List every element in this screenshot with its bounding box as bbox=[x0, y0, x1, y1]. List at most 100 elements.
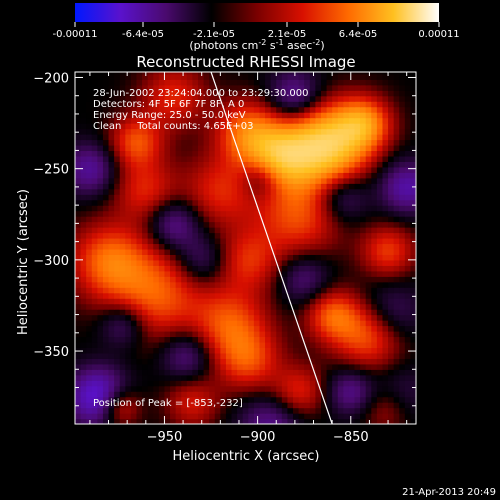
heatmap-cell bbox=[393, 84, 400, 91]
heatmap-cell bbox=[192, 358, 199, 365]
heatmap-cell bbox=[365, 95, 372, 102]
heatmap-cell bbox=[382, 221, 389, 228]
heatmap-cell bbox=[75, 380, 82, 387]
heatmap-cell bbox=[142, 177, 149, 184]
heatmap-cell bbox=[404, 172, 412, 179]
heatmap-cell bbox=[360, 205, 367, 212]
y-tick-label: −350 bbox=[33, 345, 69, 360]
heatmap-cell bbox=[298, 352, 305, 359]
heatmap-cell bbox=[80, 341, 87, 348]
heatmap-cell bbox=[125, 227, 132, 234]
heatmap-cell bbox=[237, 199, 244, 206]
heatmap-cell bbox=[399, 161, 406, 168]
heatmap-cell bbox=[371, 79, 378, 86]
heatmap-cell bbox=[265, 73, 272, 80]
heatmap-cell bbox=[332, 188, 339, 195]
heatmap-cell bbox=[376, 188, 384, 195]
heatmap-cell bbox=[320, 259, 328, 266]
heatmap-cell bbox=[97, 128, 104, 135]
heatmap-cell bbox=[248, 341, 255, 348]
heatmap-cell bbox=[147, 380, 154, 387]
heatmap-cell bbox=[231, 336, 238, 343]
heatmap-cell bbox=[337, 101, 344, 108]
heatmap-cell bbox=[332, 270, 339, 277]
heatmap-cell bbox=[130, 161, 138, 168]
heatmap-cell bbox=[348, 237, 356, 245]
heatmap-cell bbox=[125, 232, 132, 239]
heatmap-cell bbox=[354, 117, 361, 124]
heatmap-cell bbox=[209, 194, 216, 201]
heatmap-cell bbox=[326, 216, 333, 223]
heatmap-cell bbox=[337, 205, 344, 212]
heatmap-cell bbox=[142, 72, 149, 75]
heatmap-cell bbox=[348, 161, 356, 168]
heatmap-cell bbox=[343, 188, 350, 195]
heatmap-cell bbox=[332, 134, 339, 141]
heatmap-cell bbox=[225, 380, 233, 387]
heatmap-cell bbox=[298, 402, 305, 409]
heatmap-cell bbox=[225, 347, 233, 354]
heatmap-cell bbox=[298, 84, 305, 91]
heatmap-cell bbox=[388, 177, 395, 184]
heatmap-cell bbox=[86, 112, 93, 119]
heatmap-cell bbox=[242, 287, 249, 294]
heatmap-cell bbox=[371, 161, 378, 168]
heatmap-cell bbox=[265, 194, 272, 201]
heatmap-cell bbox=[298, 320, 305, 327]
heatmap-cell bbox=[343, 183, 350, 190]
heatmap-cell bbox=[393, 134, 400, 141]
heatmap-cell bbox=[376, 84, 384, 91]
timestamp: 21-Apr-2013 20:49 bbox=[402, 487, 496, 498]
heatmap-cell bbox=[80, 270, 87, 277]
heatmap-cell bbox=[203, 72, 210, 75]
heatmap-cell bbox=[237, 84, 244, 91]
heatmap-cell bbox=[142, 134, 149, 141]
heatmap-cell bbox=[354, 205, 361, 212]
heatmap-cell bbox=[186, 325, 193, 332]
heatmap-cell bbox=[309, 84, 316, 91]
heatmap-cell bbox=[102, 298, 110, 305]
heatmap-cell bbox=[410, 341, 416, 348]
heatmap-cell bbox=[320, 194, 328, 201]
heatmap-cell bbox=[153, 232, 160, 239]
heatmap-cell bbox=[259, 117, 266, 124]
heatmap-cell bbox=[86, 374, 93, 381]
heatmap-cell bbox=[382, 227, 389, 234]
heatmap-cell bbox=[259, 413, 266, 420]
heatmap-cell bbox=[309, 243, 316, 250]
heatmap-cell bbox=[147, 194, 154, 201]
heatmap-cell bbox=[388, 418, 395, 424]
heatmap-cell bbox=[181, 117, 188, 124]
heatmap-cell bbox=[248, 144, 255, 152]
heatmap-cell bbox=[209, 177, 216, 184]
heatmap-cell bbox=[360, 336, 367, 343]
heatmap-cell bbox=[242, 183, 249, 190]
heatmap-cell bbox=[265, 281, 272, 288]
heatmap-cell bbox=[225, 374, 233, 381]
heatmap-cell bbox=[119, 341, 126, 348]
y-tick-label: −200 bbox=[33, 71, 69, 86]
heatmap-cell bbox=[108, 128, 115, 135]
heatmap-cell bbox=[326, 150, 333, 157]
heatmap-cell bbox=[309, 205, 316, 212]
heatmap-cell bbox=[186, 352, 193, 359]
heatmap-cell bbox=[147, 117, 154, 124]
heatmap-cell bbox=[158, 172, 166, 179]
heatmap-cell bbox=[75, 352, 82, 359]
heatmap-cell bbox=[326, 123, 333, 130]
heatmap-cell bbox=[265, 396, 272, 403]
heatmap-cell bbox=[170, 210, 177, 217]
heatmap-cell bbox=[304, 243, 311, 250]
heatmap-cell bbox=[192, 90, 199, 97]
heatmap-cell bbox=[365, 352, 372, 359]
heatmap-cell bbox=[281, 325, 289, 332]
heatmap-cell bbox=[214, 358, 221, 365]
heatmap-cell bbox=[287, 199, 294, 206]
heatmap-cell bbox=[119, 281, 126, 288]
heatmap-cell bbox=[114, 172, 121, 179]
heatmap-cell bbox=[410, 84, 416, 91]
heatmap-cell bbox=[382, 259, 389, 266]
heatmap-cell bbox=[142, 270, 149, 277]
heatmap-cell bbox=[365, 101, 372, 108]
heatmap-cell bbox=[75, 281, 82, 288]
